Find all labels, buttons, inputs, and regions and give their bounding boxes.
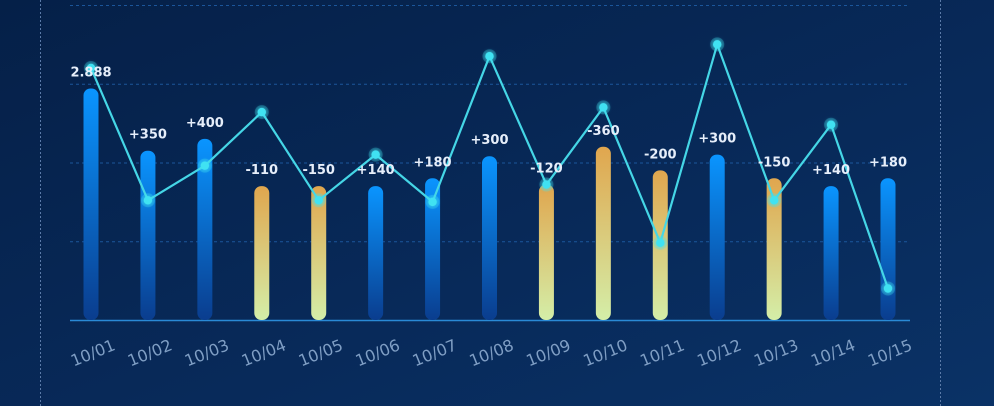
bar-value-label: -110 <box>246 163 279 178</box>
bar-value-label: -150 <box>302 163 335 178</box>
bar-value-label: -360 <box>587 124 620 139</box>
bar-10-03 <box>197 138 213 320</box>
bar-10-12 <box>709 154 725 320</box>
bar-value-label: +400 <box>186 116 224 131</box>
bar-10-01 <box>83 88 99 320</box>
line-point-10-03 <box>200 161 210 170</box>
bar-value-label: +140 <box>357 163 395 178</box>
line-point-10-01 <box>86 63 96 73</box>
line-point-10-09 <box>542 180 551 189</box>
bar-value-label: +180 <box>414 155 452 170</box>
line-point-10-05 <box>314 196 323 205</box>
bar-10-08 <box>482 156 497 320</box>
bar-value-label: -120 <box>530 162 563 177</box>
bar-10-07 <box>425 178 441 320</box>
bar-10-15 <box>880 178 896 320</box>
bar-value-label: +140 <box>812 163 850 178</box>
bar-10-13 <box>766 178 782 320</box>
bar-value-label: 2.888 <box>70 65 111 80</box>
line-point-10-15 <box>883 284 893 293</box>
bar-10-05 <box>311 186 327 320</box>
bar-value-label: +300 <box>698 132 736 147</box>
line-point-10-14 <box>826 120 836 129</box>
line-series <box>84 37 895 296</box>
bar-series <box>83 88 896 320</box>
line-point-10-13 <box>769 196 779 205</box>
bar-value-label: -150 <box>758 155 791 170</box>
bar-10-10 <box>595 146 611 320</box>
bar-10-02 <box>140 150 156 320</box>
line-point-10-02 <box>143 196 153 205</box>
line-point-10-07 <box>428 197 437 207</box>
bar-10-06 <box>368 186 384 320</box>
line-point-10-04 <box>257 107 266 117</box>
bar-10-04 <box>254 186 270 320</box>
bar-value-label: +350 <box>129 128 167 143</box>
bar-value-label: +180 <box>869 155 907 170</box>
bar-value-label: -200 <box>644 147 677 162</box>
bar-10-09 <box>538 184 554 320</box>
line-point-10-10 <box>599 103 608 112</box>
bar-10-14 <box>823 186 839 320</box>
bar-value-label: +300 <box>470 133 508 148</box>
line-point-10-06 <box>371 150 380 159</box>
line-point-10-08 <box>485 51 494 61</box>
data-labels: 2.888 +350 +400 -110 -150 +140 +180 +300 -120 -36… <box>70 65 907 178</box>
line-point-10-12 <box>713 40 722 49</box>
line-point-10-11 <box>656 238 665 248</box>
